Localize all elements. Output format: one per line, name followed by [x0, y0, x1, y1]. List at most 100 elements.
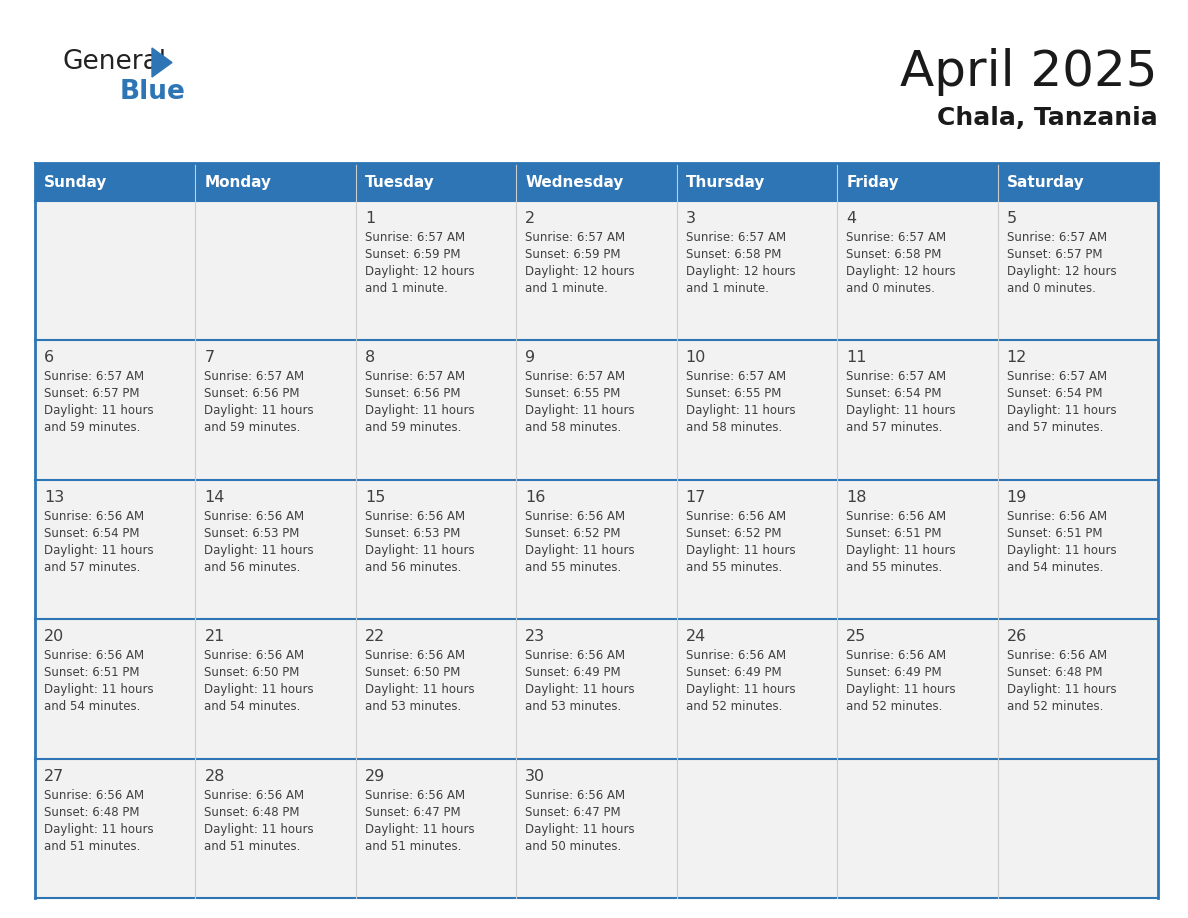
Text: 7: 7	[204, 351, 215, 365]
Text: Sunrise: 6:56 AM: Sunrise: 6:56 AM	[685, 509, 785, 522]
Bar	[517, 201, 677, 341]
Text: Sunset: 6:55 PM: Sunset: 6:55 PM	[685, 387, 781, 400]
Text: Thursday: Thursday	[685, 174, 765, 189]
Text: Sunrise: 6:56 AM: Sunrise: 6:56 AM	[204, 789, 304, 801]
Text: and 53 minutes.: and 53 minutes.	[525, 700, 621, 713]
Bar	[34, 480, 196, 620]
Text: Sunrise: 6:56 AM: Sunrise: 6:56 AM	[44, 649, 144, 662]
Text: 17: 17	[685, 490, 706, 505]
Bar	[196, 341, 356, 480]
Text: and 54 minutes.: and 54 minutes.	[1006, 561, 1102, 574]
Text: 27: 27	[44, 768, 64, 784]
Bar	[838, 620, 998, 758]
Text: and 57 minutes.: and 57 minutes.	[1006, 421, 1102, 434]
Text: Sunrise: 6:56 AM: Sunrise: 6:56 AM	[44, 789, 144, 801]
Bar	[677, 201, 838, 341]
Text: Sunset: 6:52 PM: Sunset: 6:52 PM	[525, 527, 621, 540]
Text: Daylight: 11 hours: Daylight: 11 hours	[44, 683, 153, 696]
Polygon shape	[152, 48, 172, 77]
Bar	[838, 201, 998, 341]
Text: 9: 9	[525, 351, 536, 365]
Text: General: General	[62, 49, 166, 75]
Text: and 55 minutes.: and 55 minutes.	[846, 561, 942, 574]
Text: Sunrise: 6:57 AM: Sunrise: 6:57 AM	[365, 370, 465, 384]
Text: and 52 minutes.: and 52 minutes.	[685, 700, 782, 713]
Text: Sunset: 6:55 PM: Sunset: 6:55 PM	[525, 387, 620, 400]
Bar	[356, 620, 517, 758]
Text: Sunset: 6:57 PM: Sunset: 6:57 PM	[44, 387, 139, 400]
Text: 10: 10	[685, 351, 706, 365]
Bar	[34, 163, 196, 201]
Text: 25: 25	[846, 629, 866, 644]
Text: 1: 1	[365, 211, 375, 226]
Text: and 51 minutes.: and 51 minutes.	[44, 840, 140, 853]
Text: and 1 minute.: and 1 minute.	[525, 282, 608, 295]
Text: Daylight: 11 hours: Daylight: 11 hours	[204, 405, 314, 418]
Text: Sunset: 6:53 PM: Sunset: 6:53 PM	[365, 527, 460, 540]
Text: Sunset: 6:50 PM: Sunset: 6:50 PM	[365, 666, 460, 679]
Text: Sunset: 6:49 PM: Sunset: 6:49 PM	[685, 666, 782, 679]
Text: Sunset: 6:58 PM: Sunset: 6:58 PM	[685, 248, 781, 261]
Text: and 56 minutes.: and 56 minutes.	[204, 561, 301, 574]
Text: Sunrise: 6:57 AM: Sunrise: 6:57 AM	[1006, 231, 1107, 244]
Text: 6: 6	[44, 351, 55, 365]
Text: Wednesday: Wednesday	[525, 174, 624, 189]
Text: Tuesday: Tuesday	[365, 174, 435, 189]
Text: and 54 minutes.: and 54 minutes.	[44, 700, 140, 713]
Text: Daylight: 11 hours: Daylight: 11 hours	[365, 823, 474, 835]
Text: and 57 minutes.: and 57 minutes.	[44, 561, 140, 574]
Text: 21: 21	[204, 629, 225, 644]
Bar	[356, 758, 517, 898]
Bar	[677, 341, 838, 480]
Bar	[998, 201, 1158, 341]
Bar	[356, 480, 517, 620]
Bar	[517, 620, 677, 758]
Text: Sunset: 6:53 PM: Sunset: 6:53 PM	[204, 527, 299, 540]
Bar	[677, 163, 838, 201]
Text: Daylight: 11 hours: Daylight: 11 hours	[1006, 543, 1117, 557]
Text: and 0 minutes.: and 0 minutes.	[1006, 282, 1095, 295]
Text: 23: 23	[525, 629, 545, 644]
Text: Sunrise: 6:56 AM: Sunrise: 6:56 AM	[365, 509, 465, 522]
Text: 3: 3	[685, 211, 696, 226]
Text: Daylight: 11 hours: Daylight: 11 hours	[846, 683, 956, 696]
Text: Saturday: Saturday	[1006, 174, 1085, 189]
Text: and 59 minutes.: and 59 minutes.	[365, 421, 461, 434]
Text: 19: 19	[1006, 490, 1026, 505]
Text: and 50 minutes.: and 50 minutes.	[525, 840, 621, 853]
Text: 8: 8	[365, 351, 375, 365]
Text: and 1 minute.: and 1 minute.	[685, 282, 769, 295]
Text: Sunrise: 6:57 AM: Sunrise: 6:57 AM	[204, 370, 304, 384]
Text: 24: 24	[685, 629, 706, 644]
Text: 30: 30	[525, 768, 545, 784]
Text: Daylight: 11 hours: Daylight: 11 hours	[204, 823, 314, 835]
Text: Daylight: 11 hours: Daylight: 11 hours	[846, 405, 956, 418]
Text: Daylight: 11 hours: Daylight: 11 hours	[1006, 405, 1117, 418]
Bar	[838, 758, 998, 898]
Bar	[677, 758, 838, 898]
Text: 22: 22	[365, 629, 385, 644]
Text: Sunset: 6:52 PM: Sunset: 6:52 PM	[685, 527, 782, 540]
Bar	[34, 341, 196, 480]
Text: Sunrise: 6:56 AM: Sunrise: 6:56 AM	[204, 649, 304, 662]
Text: 4: 4	[846, 211, 857, 226]
Text: Daylight: 11 hours: Daylight: 11 hours	[846, 543, 956, 557]
Text: Sunrise: 6:56 AM: Sunrise: 6:56 AM	[44, 509, 144, 522]
Text: Daylight: 11 hours: Daylight: 11 hours	[365, 543, 474, 557]
Text: 15: 15	[365, 490, 385, 505]
Text: Daylight: 12 hours: Daylight: 12 hours	[846, 265, 956, 278]
Bar	[196, 758, 356, 898]
Text: Daylight: 11 hours: Daylight: 11 hours	[685, 683, 795, 696]
Text: Daylight: 11 hours: Daylight: 11 hours	[365, 683, 474, 696]
Text: Sunset: 6:48 PM: Sunset: 6:48 PM	[44, 806, 139, 819]
Text: and 51 minutes.: and 51 minutes.	[365, 840, 461, 853]
Text: Daylight: 11 hours: Daylight: 11 hours	[525, 823, 634, 835]
Text: 13: 13	[44, 490, 64, 505]
Text: Daylight: 11 hours: Daylight: 11 hours	[525, 683, 634, 696]
Text: Daylight: 11 hours: Daylight: 11 hours	[365, 405, 474, 418]
Text: Daylight: 12 hours: Daylight: 12 hours	[1006, 265, 1117, 278]
Text: and 58 minutes.: and 58 minutes.	[685, 421, 782, 434]
Bar	[998, 758, 1158, 898]
Bar	[517, 163, 677, 201]
Text: Sunrise: 6:56 AM: Sunrise: 6:56 AM	[525, 649, 625, 662]
